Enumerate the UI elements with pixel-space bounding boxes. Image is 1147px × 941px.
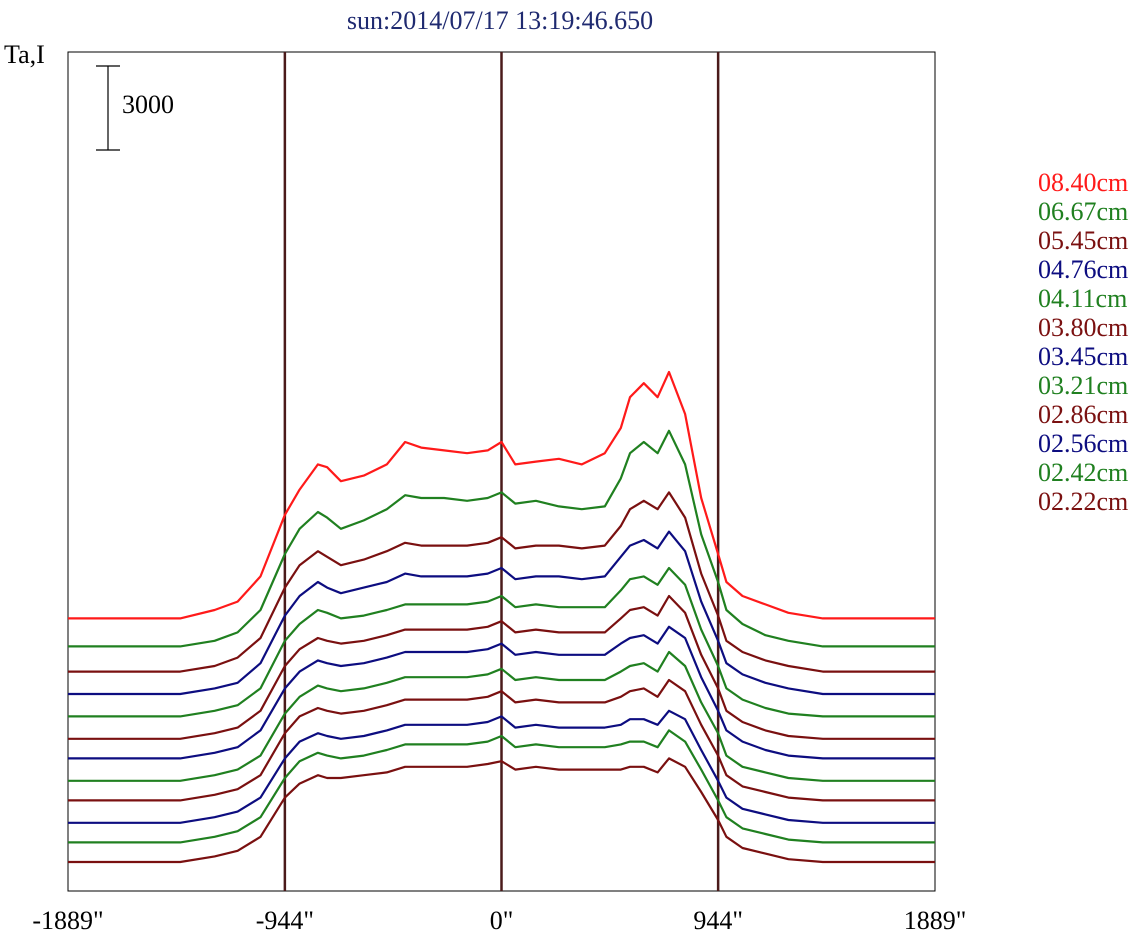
legend-item: 02.86cm <box>1038 400 1129 429</box>
vertical-reference-lines <box>283 52 720 891</box>
legend-item: 02.56cm <box>1038 429 1129 458</box>
series-line-04.76cm <box>68 530 935 696</box>
y-axis-label: Ta,I <box>4 40 45 69</box>
series-lines <box>68 370 935 864</box>
legend-item: 04.76cm <box>1038 255 1129 284</box>
legend-item: 03.80cm <box>1038 313 1129 342</box>
x-tick-label: 944" <box>693 906 743 935</box>
series-line-02.42cm <box>68 729 935 844</box>
legend-item: 03.21cm <box>1038 371 1129 400</box>
series-line-06.67cm <box>68 429 935 648</box>
series-line-03.21cm <box>68 650 935 782</box>
legend-item: 02.22cm <box>1038 487 1129 516</box>
series-line-04.11cm <box>68 566 935 718</box>
scale-bar-label: 3000 <box>122 90 174 119</box>
series-line-02.86cm <box>68 678 935 802</box>
x-tick-label: -944" <box>255 906 314 935</box>
legend-item: 02.42cm <box>1038 458 1129 487</box>
series-line-02.22cm <box>68 757 935 864</box>
legend-item: 04.11cm <box>1038 284 1128 313</box>
series-line-05.45cm <box>68 491 935 673</box>
series-line-03.45cm <box>68 625 935 760</box>
legend-item: 08.40cm <box>1038 168 1129 197</box>
legend-item: 06.67cm <box>1038 197 1129 226</box>
series-line-02.56cm <box>68 709 935 824</box>
x-tick-label: 0" <box>489 906 514 935</box>
legend-item: 03.45cm <box>1038 342 1129 371</box>
series-line-03.80cm <box>68 594 935 740</box>
series-line-08.40cm <box>68 370 935 620</box>
legend: 08.40cm 06.67cm 05.45cm 04.76cm 04.11cm 03.80… <box>1038 168 1128 516</box>
chart-title: sun:2014/07/17 13:19:46.650 <box>346 6 654 35</box>
x-tick-label: -1889" <box>32 906 104 935</box>
legend-item: 05.45cm <box>1038 226 1129 255</box>
x-tick-label: 1889" <box>903 906 967 935</box>
intensity-scale-bar <box>96 65 120 151</box>
